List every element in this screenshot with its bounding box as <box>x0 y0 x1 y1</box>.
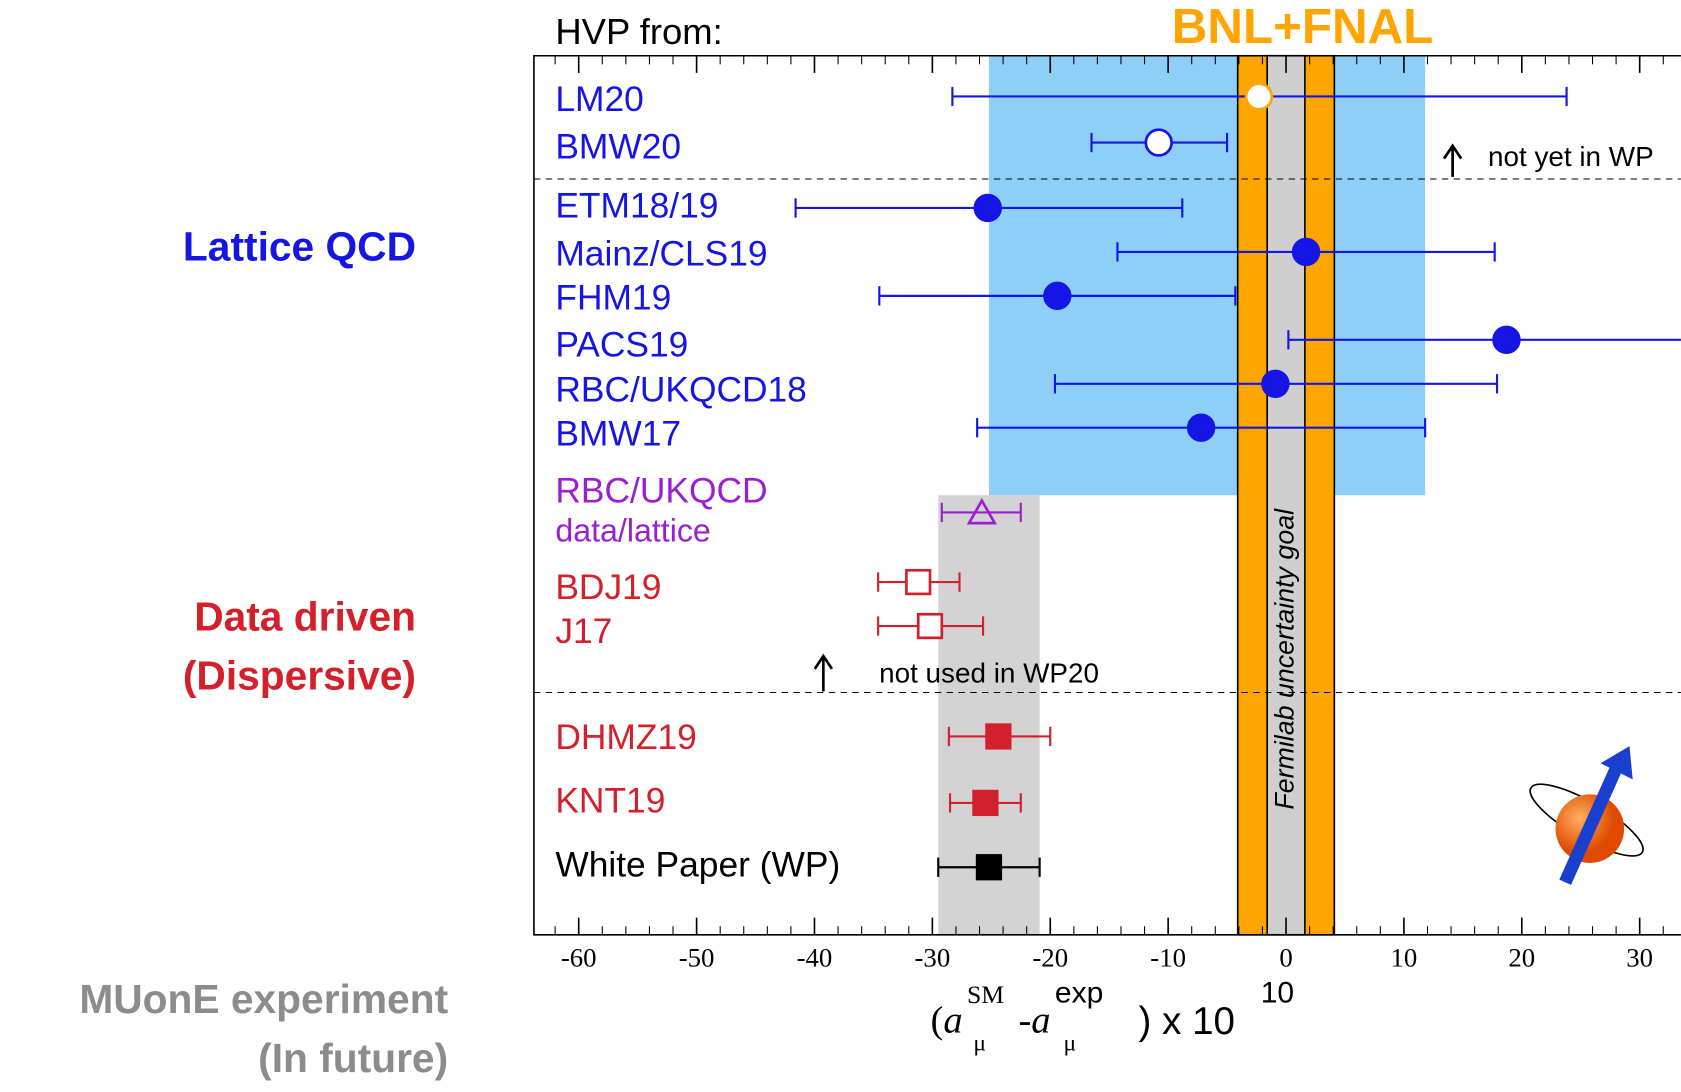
marker <box>974 791 998 815</box>
chart: -60-50-40-30-20-100102030 LM20BMW20ETM18… <box>0 0 1681 1087</box>
group-label: (Dispersive) <box>183 652 416 698</box>
x-tick-label: 20 <box>1508 943 1535 973</box>
marker <box>977 855 1001 879</box>
axis-label-part: - <box>1018 1000 1031 1042</box>
row-label: BMW17 <box>555 415 681 454</box>
axis-label-part: exp <box>1055 977 1103 1010</box>
marker <box>987 725 1011 749</box>
marker <box>1146 130 1172 156</box>
marker <box>1044 283 1070 309</box>
row-label: ETM18/19 <box>555 186 718 225</box>
marker <box>1246 84 1272 110</box>
marker <box>906 570 930 594</box>
x-tick-label: 0 <box>1279 943 1292 973</box>
row-label: KNT19 <box>555 781 665 820</box>
group-label: Lattice QCD <box>183 224 416 270</box>
row-label: FHM19 <box>555 279 671 318</box>
x-axis-label: ( a SM μ - a exp μ ) x 10 10 <box>931 977 1295 1057</box>
row-label: BMW20 <box>555 127 681 166</box>
page: {"chart_data": { "type": "errorbar", "ti… <box>0 0 1681 1092</box>
group-label: MUonE experiment <box>79 976 448 1022</box>
note: not yet in WP <box>1488 141 1654 172</box>
arrow <box>1444 146 1461 177</box>
row-label: DHMZ19 <box>555 718 696 757</box>
arrow <box>815 656 832 691</box>
row-label: LM20 <box>555 80 643 119</box>
marker <box>1263 371 1289 397</box>
row-label: PACS19 <box>555 326 688 365</box>
x-tick-label: -30 <box>915 943 951 973</box>
group-label: Data driven <box>194 593 416 639</box>
note: not used in WP20 <box>879 658 1099 689</box>
experiment-label: BNL+FNAL <box>1172 0 1434 54</box>
x-tick-label: -60 <box>561 943 597 973</box>
row-label: Mainz/CLS19 <box>555 235 767 274</box>
muon-icon <box>1522 746 1652 882</box>
axis-label-part: SM <box>967 980 1004 1009</box>
axis-label-part: μ <box>1063 1031 1076 1057</box>
row-label: RBC/UKQCD18 <box>555 371 807 410</box>
row-label: White Paper (WP) <box>555 846 840 885</box>
marker <box>918 614 942 638</box>
x-tick-label: -10 <box>1150 943 1186 973</box>
marker <box>1188 415 1214 441</box>
chart-title: HVP from: <box>555 11 722 52</box>
group-label: (In future) <box>258 1035 448 1081</box>
goal-label: Fermilab uncertainty goal <box>1270 508 1300 810</box>
marker <box>1494 327 1520 353</box>
x-tick-label: -20 <box>1032 943 1068 973</box>
row-label: RBC/UKQCD <box>555 471 767 510</box>
marker <box>975 195 1001 221</box>
rows: LM20 BMW20 ETM18/19 Mainz/CLS19 FHM19 PACS19 R… <box>555 80 840 884</box>
row-label: data/lattice <box>555 512 710 548</box>
axis-label-part: a <box>943 1000 962 1042</box>
axis-label-part: a <box>1031 1000 1050 1042</box>
x-tick-label: 10 <box>1391 943 1418 973</box>
axis-label-part: μ <box>973 1031 986 1057</box>
x-tick-label: -50 <box>679 943 715 973</box>
row-label: J17 <box>555 612 612 651</box>
x-tick-label: -40 <box>797 943 833 973</box>
row-label: BDJ19 <box>555 568 661 607</box>
axis-label-part: 10 <box>1261 977 1294 1010</box>
x-tick-label: 30 <box>1626 943 1653 973</box>
axis-label-part: ( <box>931 1000 944 1042</box>
axis-label-part: ) x 10 <box>1139 1000 1235 1043</box>
marker <box>1293 239 1319 265</box>
